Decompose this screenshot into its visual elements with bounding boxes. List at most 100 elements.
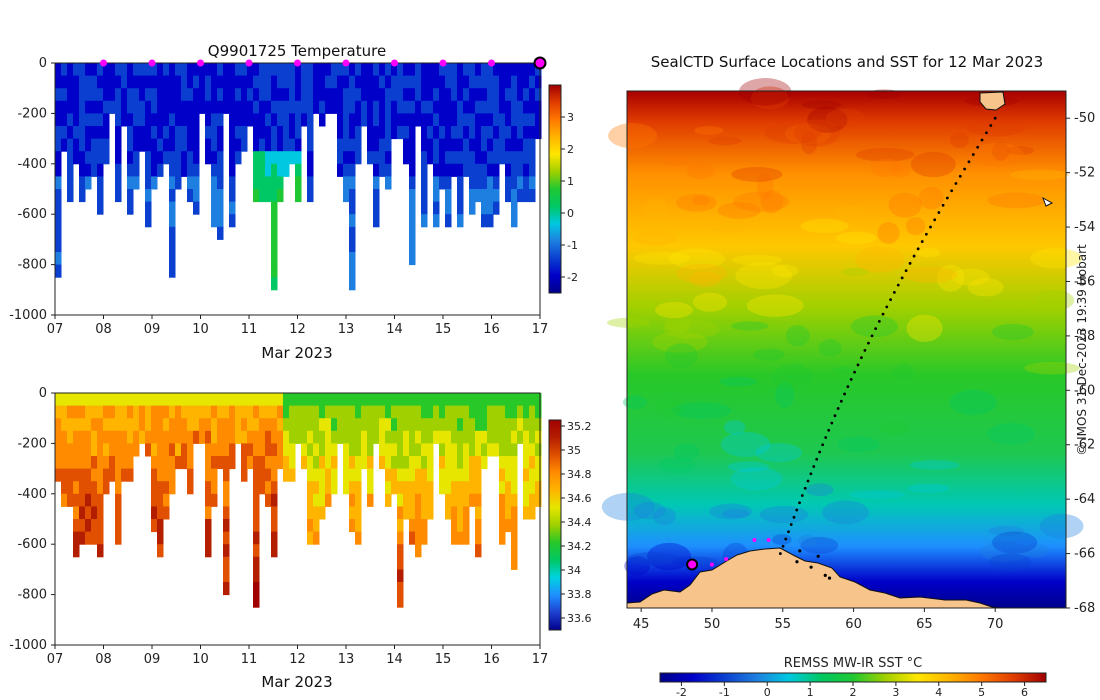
profile-cell: [97, 201, 104, 215]
profile-cell: [283, 163, 290, 177]
profile-cell: [355, 456, 362, 470]
profile-cell: [463, 100, 470, 114]
profile-cell: [331, 405, 338, 419]
profile-cell: [403, 126, 410, 140]
profile-cell: [235, 138, 242, 152]
profile-cell: [481, 75, 488, 89]
profile-cell: [517, 100, 524, 114]
profile-cell: [241, 100, 248, 114]
profile-cell: [343, 88, 350, 102]
profile-cell: [259, 138, 266, 152]
profile-cell: [127, 430, 134, 444]
profile-cell: [115, 531, 122, 545]
track-point: [900, 276, 904, 280]
profile-cell: [169, 418, 176, 432]
colorbar-tick-label: 34: [567, 564, 581, 577]
profile-cell: [391, 443, 398, 457]
profile-cell: [151, 113, 158, 127]
profile-cell: [325, 100, 332, 114]
profile-cell: [193, 201, 200, 215]
profile-cell: [445, 163, 452, 177]
profile-cell: [289, 100, 296, 114]
profile-cell: [283, 100, 290, 114]
profile-cell: [73, 468, 80, 482]
map-x-tick-label: 70: [987, 617, 1004, 632]
track-point: [812, 465, 816, 468]
profile-cell: [253, 531, 260, 545]
profile-cell: [91, 405, 98, 419]
profile-cell: [73, 544, 80, 558]
profile-cell: [319, 113, 326, 127]
profile-cell: [295, 113, 302, 127]
profile-cell: [409, 176, 416, 190]
profile-cell: [67, 88, 74, 102]
kerguelen-island: [979, 91, 1006, 111]
profile-cell: [127, 126, 134, 140]
profile-cell: [433, 138, 440, 152]
profile-cell: [445, 113, 452, 127]
profile-cell: [517, 405, 524, 419]
profile-cell: [379, 405, 386, 419]
profile-cell: [523, 456, 530, 470]
profile-cell: [205, 493, 212, 507]
profile-cell: [163, 75, 170, 89]
profile-cell: [199, 418, 206, 432]
sst-texture: [738, 78, 792, 106]
profile-cell: [517, 113, 524, 127]
profile-cell: [73, 443, 80, 457]
sst-texture: [746, 294, 804, 317]
profile-cell: [361, 75, 368, 89]
profile-cell: [523, 88, 530, 102]
profile-cell: [235, 126, 242, 140]
profile-cell: [427, 393, 434, 407]
profile-cell: [295, 75, 302, 89]
profile-cell: [61, 63, 68, 77]
profile-cell: [265, 189, 272, 203]
sst-texture: [918, 186, 944, 210]
profile-cell: [55, 405, 62, 419]
profile-cell: [79, 100, 86, 114]
profile-cell: [385, 75, 392, 89]
profile-cell: [475, 151, 482, 165]
profile-cell: [391, 100, 398, 114]
profile-cell: [475, 393, 482, 407]
profile-cell: [409, 468, 416, 482]
profile-cell: [457, 468, 464, 482]
profile-cell: [253, 430, 260, 444]
profile-cell: [475, 113, 482, 127]
map-title: SealCTD Surface Locations and SST for 12…: [651, 53, 1043, 71]
profile-cell: [409, 63, 416, 77]
profile-cell: [487, 75, 494, 89]
sst-texture: [1009, 169, 1069, 181]
profile-cell: [91, 100, 98, 114]
profile-cell: [253, 519, 260, 533]
profile-cell: [133, 151, 140, 165]
profile-cell: [61, 113, 68, 127]
sst-texture: [807, 106, 848, 133]
profile-cell: [445, 176, 452, 190]
profile-cell: [457, 531, 464, 545]
profile-cell: [397, 88, 404, 102]
profile-cell: [217, 138, 224, 152]
sst-texture: [727, 461, 770, 473]
profile-cell: [73, 126, 80, 140]
profile-cell: [463, 113, 470, 127]
profile-cell: [223, 393, 230, 407]
y-tick-label: -400: [17, 157, 47, 172]
profile-cell: [415, 468, 422, 482]
profile-cell: [475, 176, 482, 190]
sst-texture: [1022, 543, 1049, 558]
profile-cell: [55, 189, 62, 203]
sst-texture: [735, 262, 793, 290]
profile-cell: [523, 506, 530, 520]
profile-cell: [517, 176, 524, 190]
profile-cell: [151, 100, 158, 114]
profile-cell: [271, 506, 278, 520]
profile-cell: [439, 176, 446, 190]
track-point: [809, 565, 813, 569]
profile-cell: [85, 151, 92, 165]
profile-cell: [385, 456, 392, 470]
profile-cell: [397, 126, 404, 140]
profile-cell: [505, 63, 512, 77]
